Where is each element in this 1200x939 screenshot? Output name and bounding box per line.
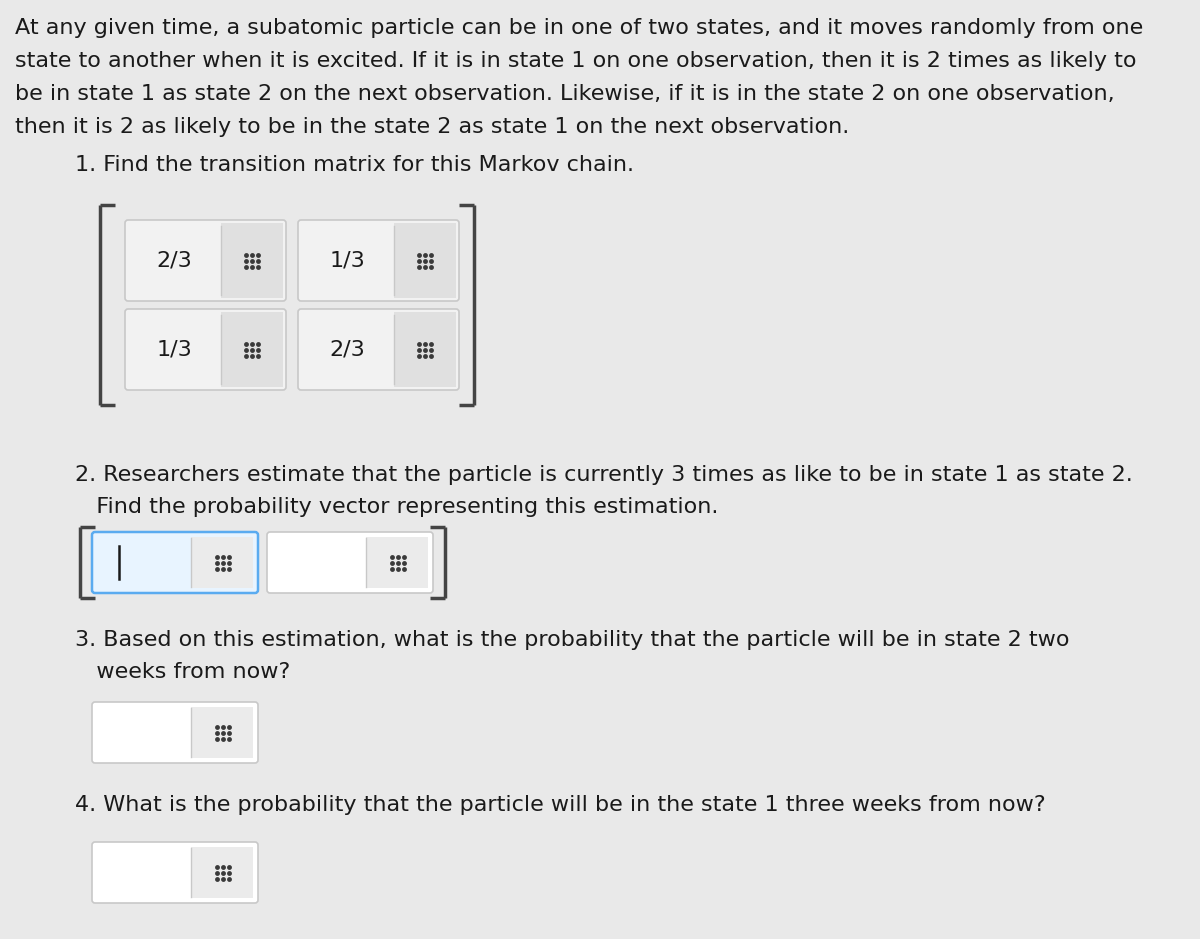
FancyBboxPatch shape	[266, 532, 433, 593]
Bar	[191, 537, 253, 588]
Text: At any given time, a subatomic particle can be in one of two states, and it move: At any given time, a subatomic particle …	[14, 18, 1144, 38]
FancyBboxPatch shape	[298, 309, 458, 390]
Bar	[191, 847, 253, 898]
Text: 2/3: 2/3	[157, 251, 192, 270]
Text: then it is 2 as likely to be in the state 2 as state 1 on the next observation.: then it is 2 as likely to be in the stat…	[14, 117, 850, 137]
Text: 4. What is the probability that the particle will be in the state 1 three weeks : 4. What is the probability that the part…	[74, 795, 1045, 815]
Text: be in state 1 as state 2 on the next observation. Likewise, if it is in the stat: be in state 1 as state 2 on the next obs…	[14, 84, 1115, 104]
Text: 3. Based on this estimation, what is the probability that the particle will be i: 3. Based on this estimation, what is the…	[74, 630, 1069, 650]
Text: Find the probability vector representing this estimation.: Find the probability vector representing…	[74, 497, 719, 517]
Bar	[366, 537, 428, 588]
Bar	[221, 223, 283, 298]
Text: 1. Find the transition matrix for this Markov chain.: 1. Find the transition matrix for this M…	[74, 155, 634, 175]
FancyBboxPatch shape	[92, 702, 258, 763]
FancyBboxPatch shape	[298, 220, 458, 301]
Text: state to another when it is excited. If it is in state 1 on one observation, the: state to another when it is excited. If …	[14, 51, 1136, 71]
Bar	[221, 312, 283, 387]
FancyBboxPatch shape	[92, 842, 258, 903]
Bar	[191, 707, 253, 758]
Text: weeks from now?: weeks from now?	[74, 662, 290, 682]
Text: 2. Researchers estimate that the particle is currently 3 times as like to be in : 2. Researchers estimate that the particl…	[74, 465, 1133, 485]
FancyBboxPatch shape	[125, 220, 286, 301]
FancyBboxPatch shape	[92, 532, 258, 593]
Bar	[394, 312, 456, 387]
Text: 1/3: 1/3	[157, 340, 192, 360]
Bar	[394, 223, 456, 298]
Text: 2/3: 2/3	[330, 340, 365, 360]
FancyBboxPatch shape	[125, 309, 286, 390]
Text: 1/3: 1/3	[330, 251, 365, 270]
